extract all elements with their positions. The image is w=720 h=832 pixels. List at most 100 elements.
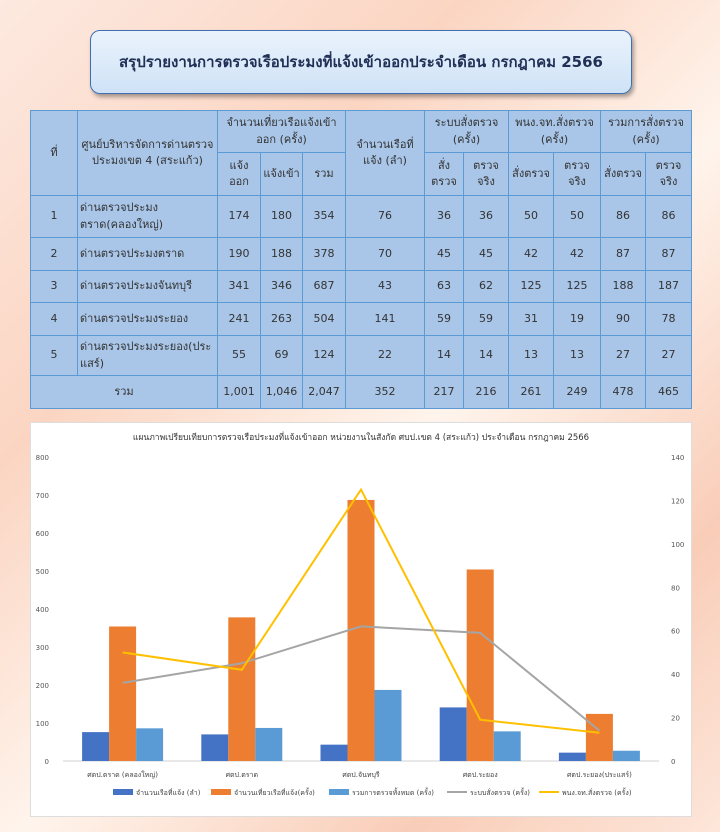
table-row: 2 ด่านตรวจประมงตราด 190 188 378 70 45 45 42 42 87 8… <box>30 237 693 271</box>
table-cell: 687 <box>302 270 346 303</box>
bar-2-2 <box>374 689 402 761</box>
sub-out: แจ้งออก <box>217 152 261 196</box>
line-series-3 <box>122 625 601 732</box>
bar-0-2 <box>320 744 348 761</box>
table-cell: 346 <box>260 270 303 303</box>
table-cell: 187 <box>645 270 693 303</box>
table-cell: 125 <box>508 270 555 303</box>
table-cell: 4 <box>30 302 78 336</box>
table-cell: 5 <box>30 335 78 376</box>
table-row: 5 ด่านตรวจประมงระยอง(ประแสร์) 55 69 124 22 14 1… <box>30 335 693 376</box>
table-cell: 50 <box>508 195 555 238</box>
table-cell: 125 <box>553 270 602 303</box>
bar-2-4 <box>612 750 640 761</box>
table-cell: 188 <box>260 237 303 271</box>
table-cell: 1 <box>30 195 78 238</box>
sub-sum: รวม <box>302 152 346 196</box>
table-cell: 59 <box>462 302 510 336</box>
table-cell: 504 <box>302 302 346 336</box>
total-cell: 261 <box>508 375 555 409</box>
bar-0-3 <box>439 707 467 761</box>
table-cell: 13 <box>553 335 602 376</box>
bar-0-4 <box>558 752 586 761</box>
total-row: รวม 1,001 1,046 2,047 352 217 216 261 249 478 465 <box>30 375 693 409</box>
table-cell: 87 <box>645 237 693 271</box>
bar-1-2 <box>347 499 375 761</box>
y-tick-label: 700 <box>36 492 49 500</box>
table-cell: 43 <box>345 270 425 303</box>
table-cell: 87 <box>600 237 647 271</box>
table-cell: 14 <box>462 335 510 376</box>
table-cell: 188 <box>600 270 647 303</box>
legend-label: จำนวนเที่ยวเรือที่แจ้ง(ครั้ง) <box>234 786 315 797</box>
table-row: 4 ด่านตรวจประมงระยอง 241 263 504 141 59 59 31 19 9… <box>30 302 693 336</box>
bar-0-1 <box>201 734 229 761</box>
table-cell: 59 <box>424 302 464 336</box>
combo-chart: แผนภาพเปรียบเทียบการตรวจเรือประมงที่แจ้ง… <box>36 431 685 797</box>
table-cell: 141 <box>345 302 425 336</box>
table-cell: 86 <box>600 195 647 238</box>
table-cell: 124 <box>302 335 346 376</box>
bar-1-1 <box>228 617 256 761</box>
table-cell: 3 <box>30 270 78 303</box>
sub-order: สั่งตรวจ <box>600 152 647 196</box>
sub-actual: ตรวจจริง <box>645 152 693 196</box>
table-cell: 76 <box>345 195 425 238</box>
table-cell: 354 <box>302 195 346 238</box>
y-tick-label: 400 <box>36 606 49 614</box>
header-boats: จำนวนเรือที่แจ้ง (ลำ) <box>345 110 425 196</box>
x-tick-label: ศตป.ระยอง <box>463 771 498 779</box>
report-title: สรุปรายงานการตรวจเรือประมงที่แจ้งเข้าออก… <box>90 30 632 94</box>
chart-title: แผนภาพเปรียบเทียบการตรวจเรือประมงที่แจ้ง… <box>133 431 589 443</box>
table-cell: 27 <box>600 335 647 376</box>
y-tick-label: 200 <box>36 682 49 690</box>
header-officer: พนง.จท.สั่งตรวจ (ครั้ง) <box>508 110 602 153</box>
header-trips: จำนวนเที่ยวเรือแจ้งเข้าออก (ครั้ง) <box>217 110 346 153</box>
table-cell: 63 <box>424 270 464 303</box>
table-cell: 241 <box>217 302 261 336</box>
table-cell: 180 <box>260 195 303 238</box>
y2-tick-label: 80 <box>671 584 680 592</box>
table-cell: 36 <box>462 195 510 238</box>
legend-swatch <box>329 789 349 795</box>
line-series-4 <box>122 487 600 734</box>
bar-1-4 <box>585 713 613 761</box>
table-cell: 341 <box>217 270 261 303</box>
legend-label: จำนวนเรือที่แจ้ง (ลำ) <box>136 788 201 797</box>
table-cell: 263 <box>260 302 303 336</box>
table-cell: 190 <box>217 237 261 271</box>
y-tick-label: 0 <box>45 758 49 766</box>
table-cell: 2 <box>30 237 78 271</box>
x-tick-label: ศตป.ระยอง(ประแสร์) <box>567 771 632 779</box>
y2-tick-label: 120 <box>671 497 684 505</box>
table-cell: 62 <box>462 270 510 303</box>
table-cell: 174 <box>217 195 261 238</box>
sub-actual: ตรวจ จริง <box>553 152 602 196</box>
y2-tick-label: 20 <box>671 715 680 723</box>
table-cell: 27 <box>645 335 693 376</box>
total-cell: 2,047 <box>302 375 346 409</box>
total-cell: 1,046 <box>260 375 303 409</box>
y-tick-label: 300 <box>36 644 49 652</box>
sub-actual: ตรวจจริง <box>462 152 510 196</box>
total-cell: 249 <box>553 375 602 409</box>
legend-swatch <box>113 789 133 795</box>
y2-tick-label: 0 <box>671 758 675 766</box>
bar-0-0 <box>82 732 110 761</box>
total-cell: 478 <box>600 375 647 409</box>
table-cell: 55 <box>217 335 261 376</box>
y2-tick-label: 60 <box>671 628 680 636</box>
center-name-cell: ด่านตรวจประมงตราด(คลองใหญ่) <box>77 195 218 238</box>
x-tick-label: ศตป.จันทบุรี <box>342 771 380 779</box>
table-cell: 14 <box>424 335 464 376</box>
table-cell: 42 <box>553 237 602 271</box>
center-name-cell: ด่านตรวจประมงระยอง <box>77 302 218 336</box>
bar-1-0 <box>109 626 137 761</box>
y-tick-label: 500 <box>36 568 49 576</box>
y2-tick-label: 40 <box>671 671 680 679</box>
total-cell: 352 <box>345 375 425 409</box>
sub-in: แจ้งเข้า <box>260 152 303 196</box>
total-cell: 1,001 <box>217 375 261 409</box>
bar-2-1 <box>255 727 283 761</box>
legend-label: รวมการตรวจทั้งหมด (ครั้ง) <box>352 786 434 797</box>
